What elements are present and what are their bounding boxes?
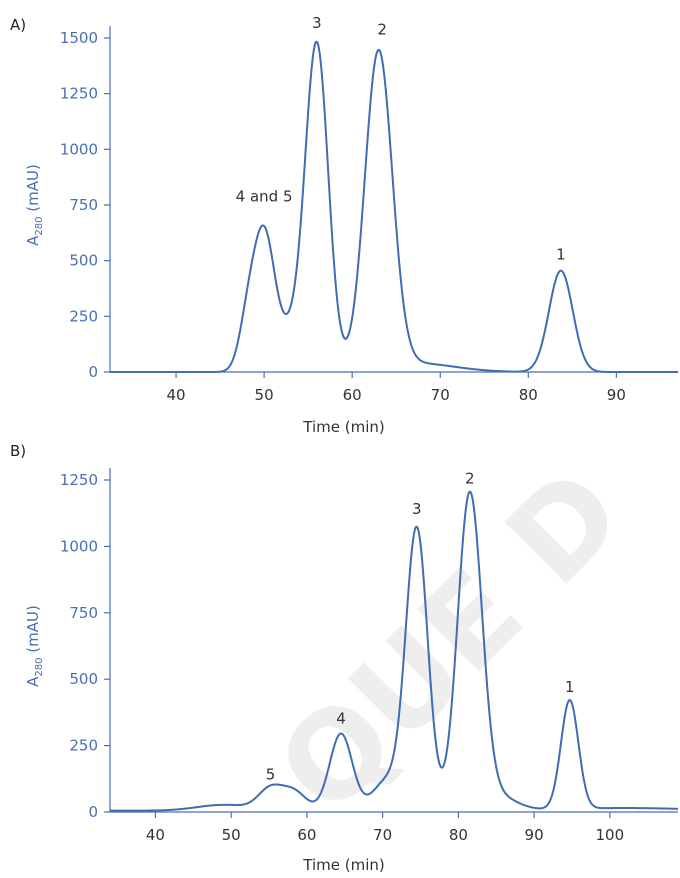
y-tick-label: 500 (69, 252, 98, 270)
peak-label: 1 (565, 678, 575, 696)
y-tick-label: 500 (69, 670, 98, 688)
y-tick-label: 1000 (60, 140, 98, 158)
peak-label: 2 (377, 21, 387, 39)
y-axis-title: A280 (mAU) (24, 605, 45, 687)
x-tick-label: 60 (343, 386, 362, 404)
x-tick-label: 90 (607, 386, 626, 404)
x-tick-label: 100 (596, 826, 625, 844)
x-tick-label: 40 (146, 826, 165, 844)
x-tick-label: 70 (373, 826, 392, 844)
chromatogram-b: B) 0 250 500 750 1000 1250 40 50 60 70 80 90 100 Time … (10, 442, 679, 874)
peak-label: 3 (412, 500, 422, 518)
y-tick-label: 250 (69, 737, 98, 755)
y-tick-label: 250 (69, 307, 98, 325)
y-tick-label: 1000 (60, 537, 98, 555)
x-tick-label: 50 (255, 386, 274, 404)
y-axis-title: A280 (mAU) (24, 164, 45, 246)
watermark: QUE D (252, 443, 649, 840)
peak-label: 4 and 5 (236, 188, 293, 206)
x-tick-label: 80 (519, 386, 538, 404)
y-tick-label: 1500 (60, 29, 98, 47)
y-tick-label: 0 (88, 803, 98, 821)
y-tick-label: 1250 (60, 471, 98, 489)
peak-label: 4 (336, 710, 346, 728)
peak-label: 1 (556, 246, 566, 264)
panel-label: A) (10, 16, 26, 34)
y-tick-label: 1250 (60, 85, 98, 103)
x-tick-label: 70 (431, 386, 450, 404)
x-tick-label: 90 (525, 826, 544, 844)
x-tick-label: 50 (222, 826, 241, 844)
x-tick-label: 80 (449, 826, 468, 844)
y-tick-label: 0 (88, 363, 98, 381)
chromatogram-trace (109, 40, 679, 373)
peak-label: 5 (266, 765, 276, 783)
chromatogram-a: A) 0 250 500 750 1000 1250 1500 40 50 60 70 80 90 Time… (10, 14, 679, 436)
peak-label: 3 (312, 14, 322, 32)
peak-label: 2 (465, 469, 475, 487)
y-tick-label: 750 (69, 196, 98, 214)
x-tick-label: 40 (166, 386, 185, 404)
chromatogram-trace (109, 490, 679, 812)
x-tick-label: 60 (297, 826, 316, 844)
x-axis-title: Time (min) (302, 418, 384, 436)
panel-label: B) (10, 442, 26, 460)
x-axis-title: Time (min) (302, 856, 384, 874)
y-tick-label: 750 (69, 604, 98, 622)
